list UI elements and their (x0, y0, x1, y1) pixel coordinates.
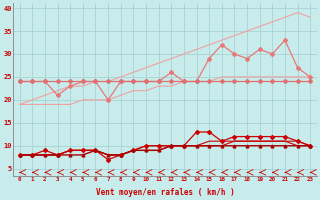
X-axis label: Vent moyen/en rafales ( km/h ): Vent moyen/en rafales ( km/h ) (96, 188, 234, 197)
